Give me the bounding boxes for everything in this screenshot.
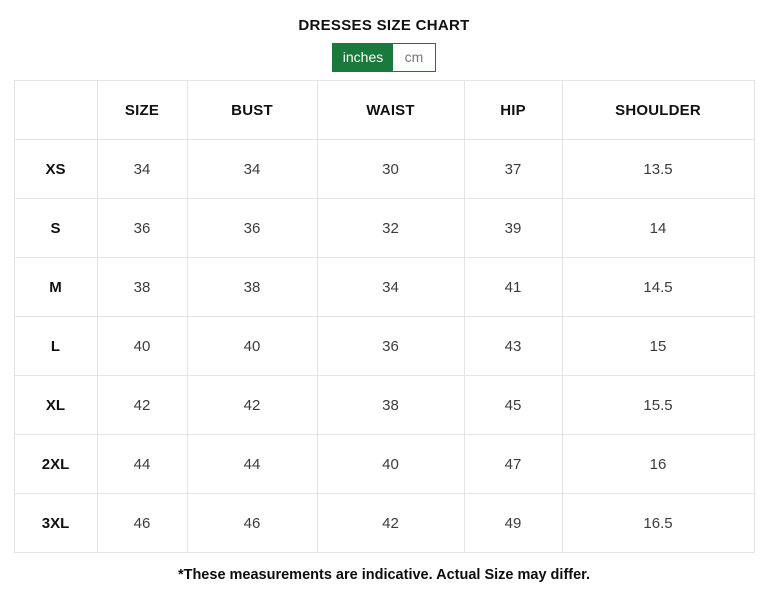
size-label: 3XL (13, 493, 98, 553)
table-row-s: S 36 36 32 39 14 (13, 198, 755, 258)
size-value: 44 (96, 434, 188, 494)
disclaimer-note: *These measurements are indicative. Actu… (177, 567, 591, 583)
bust-value: 42 (186, 375, 318, 435)
shoulder-value: 14.5 (561, 257, 755, 317)
waist-value: 42 (316, 493, 465, 553)
shoulder-value: 14 (561, 198, 755, 258)
unit-toggle: inches cm (332, 43, 436, 72)
size-chart-table: SIZE BUST WAIST HIP SHOULDER XS 34 34 30… (13, 80, 755, 553)
bust-value: 40 (186, 316, 318, 376)
hip-value: 49 (463, 493, 563, 553)
size-label: XS (13, 139, 98, 199)
shoulder-value: 13.5 (561, 139, 755, 199)
column-header-waist: WAIST (316, 80, 465, 140)
size-label: 2XL (13, 434, 98, 494)
bust-value: 46 (186, 493, 318, 553)
hip-value: 43 (463, 316, 563, 376)
table-row-m: M 38 38 34 41 14.5 (13, 257, 755, 317)
bust-value: 38 (186, 257, 318, 317)
hip-value: 37 (463, 139, 563, 199)
size-value: 40 (96, 316, 188, 376)
hip-value: 47 (463, 434, 563, 494)
size-value: 38 (96, 257, 188, 317)
unit-toggle-inches[interactable]: inches (333, 44, 393, 71)
column-header-bust: BUST (186, 80, 318, 140)
header-row: SIZE BUST WAIST HIP SHOULDER (13, 80, 755, 140)
table-row-3xl: 3XL 46 46 42 49 16.5 (13, 493, 755, 553)
size-label: S (13, 198, 98, 258)
size-value: 46 (96, 493, 188, 553)
bust-value: 36 (186, 198, 318, 258)
hip-value: 41 (463, 257, 563, 317)
waist-value: 36 (316, 316, 465, 376)
shoulder-value: 15 (561, 316, 755, 376)
waist-value: 32 (316, 198, 465, 258)
column-header-shoulder: SHOULDER (561, 80, 755, 140)
size-value: 42 (96, 375, 188, 435)
unit-toggle-cm[interactable]: cm (393, 44, 435, 71)
size-value: 36 (96, 198, 188, 258)
waist-value: 30 (316, 139, 465, 199)
table-row-2xl: 2XL 44 44 40 47 16 (13, 434, 755, 494)
column-header-empty (13, 80, 98, 140)
waist-value: 34 (316, 257, 465, 317)
shoulder-value: 16 (561, 434, 755, 494)
table-row-xl: XL 42 42 38 45 15.5 (13, 375, 755, 435)
hip-value: 45 (463, 375, 563, 435)
bust-value: 34 (186, 139, 318, 199)
waist-value: 38 (316, 375, 465, 435)
size-label: M (13, 257, 98, 317)
hip-value: 39 (463, 198, 563, 258)
column-header-hip: HIP (463, 80, 563, 140)
table-row-l: L 40 40 36 43 15 (13, 316, 755, 376)
column-header-size: SIZE (96, 80, 188, 140)
shoulder-value: 16.5 (561, 493, 755, 553)
size-label: L (13, 316, 98, 376)
size-label: XL (13, 375, 98, 435)
bust-value: 44 (186, 434, 318, 494)
waist-value: 40 (316, 434, 465, 494)
size-value: 34 (96, 139, 188, 199)
table-row-xs: XS 34 34 30 37 13.5 (13, 139, 755, 199)
shoulder-value: 15.5 (561, 375, 755, 435)
page-title: DRESSES SIZE CHART (298, 17, 470, 34)
